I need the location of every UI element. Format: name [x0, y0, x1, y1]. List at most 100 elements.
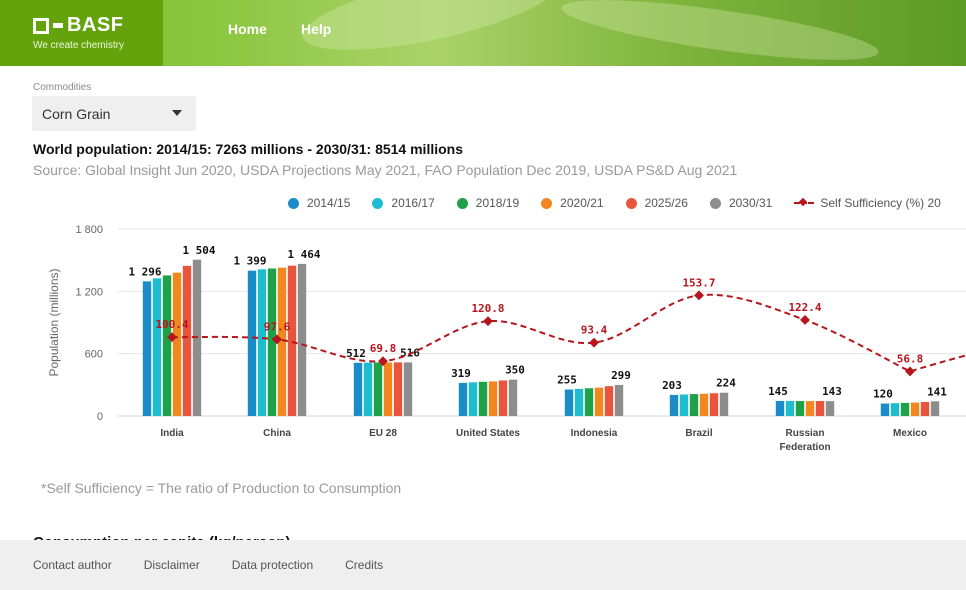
x-tick-label: China — [263, 428, 291, 439]
bar — [267, 268, 277, 416]
bar — [805, 401, 815, 416]
bar — [373, 362, 383, 416]
bar — [383, 362, 393, 416]
line-marker — [800, 314, 810, 325]
line-data-label: 153.7 — [682, 276, 715, 289]
legend-dot-icon — [372, 197, 384, 209]
data-label: 350 — [505, 364, 525, 377]
bar — [709, 393, 719, 416]
y-axis-label: Population (millions) — [47, 268, 61, 376]
footer-link-credits[interactable]: Credits — [345, 558, 384, 572]
population-chart: 0 600 1 200 1 800 Population (millions) 1 296… — [47, 224, 966, 453]
legend-item-2018-19[interactable]: 2018/19 — [456, 196, 519, 210]
bar — [900, 402, 910, 416]
footnote: *Self Sufficiency = The ratio of Product… — [41, 480, 402, 496]
line-data-label: 97.6 — [264, 320, 291, 333]
footer-link-disclaimer[interactable]: Disclaimer — [143, 558, 200, 572]
legend-item-2016-17[interactable]: 2016/17 — [372, 196, 435, 210]
bar — [689, 394, 699, 416]
bar — [699, 393, 709, 416]
line-data-label: 100.4 — [155, 318, 188, 331]
bar — [353, 362, 363, 416]
data-label: 120 — [873, 388, 893, 401]
legend-label: 2025/26 — [644, 196, 688, 210]
bar — [880, 403, 890, 416]
bar — [257, 269, 267, 416]
bar — [910, 402, 920, 416]
x-tick-label: Russian — [786, 428, 825, 439]
bar — [287, 265, 297, 416]
bar — [890, 403, 900, 416]
x-tick-label: Brazil — [685, 428, 712, 439]
x-tick-label: Mexico — [893, 428, 927, 439]
line-marker — [694, 290, 704, 301]
legend-item-2020-21[interactable]: 2020/21 — [541, 196, 604, 210]
x-tick-label: India — [160, 428, 184, 439]
footer-link-data-protection[interactable]: Data protection — [231, 558, 314, 572]
data-label: 1 504 — [182, 244, 215, 257]
data-label: 203 — [662, 379, 682, 392]
bar — [930, 401, 940, 416]
bar — [297, 263, 307, 416]
legend-label: 2016/17 — [391, 196, 435, 210]
y-tick-label: 1 800 — [75, 224, 103, 236]
bar — [142, 281, 152, 416]
legend-item-2030-31[interactable]: 2030/31 — [709, 196, 773, 210]
commodities-label: Commodities — [33, 82, 92, 93]
logo-dash-icon — [53, 23, 63, 28]
footer-link-contact[interactable]: Contact author — [33, 558, 112, 572]
bar — [785, 400, 795, 416]
bar — [162, 275, 172, 416]
bar — [920, 401, 930, 416]
legend-label: 2030/31 — [728, 196, 773, 210]
logo-square-icon — [33, 17, 49, 34]
line-marker — [167, 332, 177, 343]
bar — [815, 401, 825, 416]
bar — [172, 272, 182, 416]
legend-dot-icon — [625, 197, 637, 209]
data-label: 512 — [346, 347, 366, 360]
legend-item-2014-15[interactable]: 2014/15 — [288, 196, 350, 210]
bar — [669, 394, 679, 416]
x-tick-label: Federation — [779, 442, 830, 453]
legend-dot-icon — [288, 197, 299, 209]
line-marker — [483, 316, 493, 327]
chart-source: Source: Global Insight Jun 2020, USDA Pr… — [33, 162, 738, 178]
footer: Contact author Disclaimer Data protectio… — [0, 540, 966, 590]
data-label: 319 — [451, 367, 471, 380]
legend-label: 2020/21 — [560, 196, 604, 210]
line-data-label: 69.8 — [370, 342, 397, 355]
logo-tagline: We create chemistry — [33, 40, 124, 51]
bar — [825, 401, 835, 416]
bar — [468, 382, 478, 416]
bar — [775, 400, 785, 416]
chevron-down-icon — [172, 110, 182, 116]
bar — [574, 388, 584, 416]
bar — [393, 362, 403, 416]
bar — [679, 394, 689, 416]
nav-help[interactable]: Help — [301, 21, 332, 37]
bar — [478, 381, 488, 416]
nav-home[interactable]: Home — [228, 21, 267, 37]
bar — [614, 384, 624, 416]
banner-decoration — [296, 0, 564, 66]
legend-dot-icon — [456, 197, 468, 209]
data-label: 255 — [557, 374, 577, 387]
top-banner: BASF We create chemistry Home Help — [0, 0, 966, 66]
y-tick-label: 600 — [85, 349, 103, 361]
legend-dot-icon — [709, 197, 721, 209]
legend-item-2025-26[interactable]: 2025/26 — [625, 196, 688, 210]
commodity-select[interactable]: Corn Grain — [32, 96, 196, 131]
legend-item-self-sufficiency[interactable]: Self Sufficiency (%) 20 — [794, 196, 941, 210]
line-marker — [589, 337, 599, 348]
data-label: 1 464 — [287, 248, 320, 261]
data-label: 143 — [822, 385, 842, 398]
line-data-label: 122.4 — [788, 301, 821, 314]
logo[interactable]: BASF We create chemistry — [0, 0, 163, 66]
line-data-label: 93.4 — [581, 324, 608, 337]
bar — [584, 388, 594, 416]
bar — [795, 401, 805, 416]
bar — [604, 386, 614, 416]
data-label: 141 — [927, 385, 947, 398]
data-label: 299 — [611, 369, 631, 382]
